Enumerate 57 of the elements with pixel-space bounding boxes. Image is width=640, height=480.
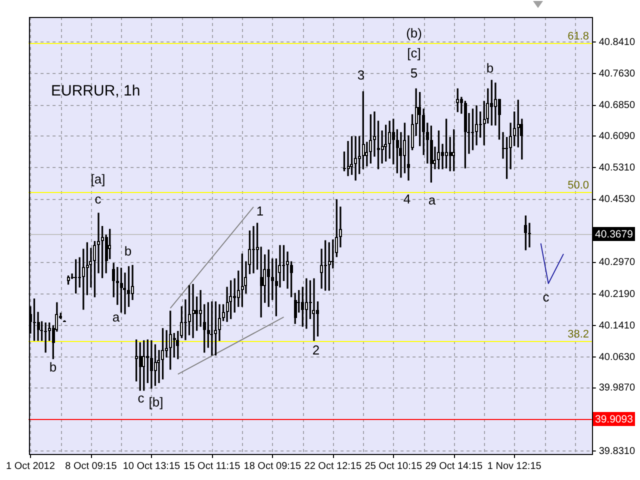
candlestick (441, 144, 444, 170)
annotation: b (486, 60, 494, 76)
text: EURRUR, 1h (51, 82, 140, 100)
y-tick-label: 40.7630 (598, 68, 636, 80)
annotation: b (124, 244, 132, 259)
candlestick (260, 246, 263, 318)
candlestick (71, 273, 74, 279)
annotation: [a] (90, 172, 106, 187)
annotation: 3 (357, 68, 365, 83)
annotation: 61.8 (568, 30, 589, 43)
x-tick-label: 25 Oct 10:15 (364, 460, 422, 472)
x-tick-label: 1 Nov 12:15 (487, 460, 542, 472)
y-tick-label: 40.8410 (598, 36, 636, 48)
annotation: b (49, 360, 57, 375)
annotation: 38.2 (568, 328, 589, 341)
y-tick-label: 40.1410 (598, 320, 636, 332)
annotation: (b) (406, 26, 422, 41)
y-tick-label: 40.0630 (598, 352, 636, 363)
candlestick (354, 136, 357, 181)
x-tick-label: 18 Oct 09:15 (244, 460, 302, 472)
x-tick-label: 29 Oct 14:15 (425, 460, 483, 472)
y-tick-label: 40.2970 (598, 257, 636, 268)
y-tick-label: 40.2190 (598, 288, 636, 300)
annotation: 5 (410, 66, 418, 81)
candlestick (365, 142, 368, 166)
y-tick-label: 40.6090 (598, 130, 636, 142)
candlestick (252, 226, 255, 274)
candlestick (192, 284, 195, 338)
candlestick (210, 301, 213, 356)
candlestick (502, 132, 505, 159)
annotation: 4 (403, 192, 411, 207)
y-tick-label: 40.5310 (598, 162, 636, 174)
ref-line-label: 39.9093 (595, 413, 634, 426)
annotation: [c] (407, 46, 421, 61)
annotation: 50.0 (568, 180, 589, 192)
candlestick (305, 278, 308, 329)
candlestick (494, 82, 497, 126)
annotation: a (428, 192, 436, 208)
x-tick-label: 22 Oct 12:15 (304, 460, 362, 472)
y-tick-label: 40.4530 (598, 194, 636, 205)
x-tick-label: 1 Oct 2012 (6, 460, 56, 472)
annotation: a (112, 310, 120, 325)
annotation: c (138, 390, 145, 406)
annotation: c (542, 290, 550, 305)
annotation: c (94, 192, 102, 207)
y-tick-label: 39.8310 (598, 446, 636, 457)
x-tick-label: 15 Oct 11:15 (184, 460, 241, 472)
y-tick-label: 39.9870 (598, 382, 636, 394)
x-tick-label: 10 Oct 13:15 (122, 460, 181, 472)
ref-line-label: 40.3679 (595, 228, 634, 240)
y-tick-label: 40.6850 (598, 100, 636, 112)
annotation: 2 (312, 342, 320, 358)
candlestick (312, 278, 315, 341)
x-tick-label: 8 Oct 09:15 (65, 460, 118, 472)
annotation: [b] (148, 394, 164, 410)
annotation: 1 (256, 204, 264, 219)
candlestick (399, 132, 402, 178)
